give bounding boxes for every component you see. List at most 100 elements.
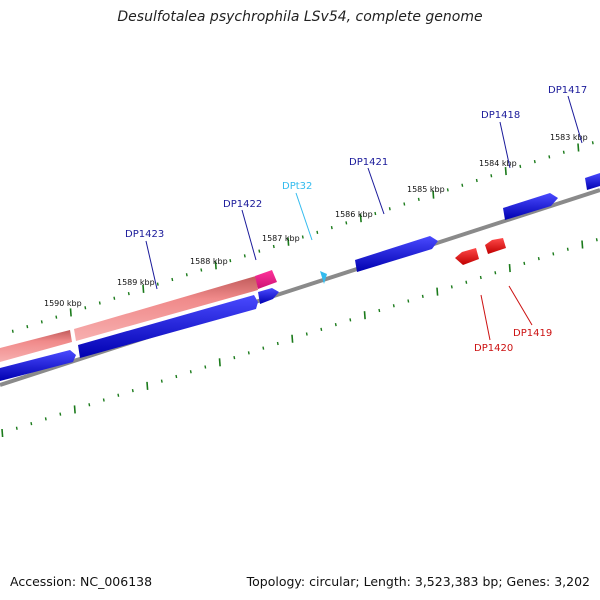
- major-tick: [287, 237, 290, 246]
- minor-tick: [156, 282, 159, 286]
- minor-tick: [98, 301, 101, 305]
- gene-arrow: [485, 238, 506, 254]
- leader-line: [508, 285, 533, 326]
- minor-tick: [276, 341, 279, 346]
- minor-tick: [160, 379, 163, 383]
- scale-ticks-upper: [11, 141, 594, 333]
- major-tick: [359, 214, 362, 223]
- minor-tick: [320, 327, 323, 331]
- scale-labels: 1590 kbp 1589 kbp 1588 kbp 1587 kbp 1586…: [44, 133, 588, 308]
- minor-tick: [84, 306, 87, 310]
- minor-tick: [15, 426, 18, 430]
- minor-tick: [26, 324, 29, 329]
- gene-label-dp1422: DP1422: [223, 199, 262, 210]
- minor-tick: [88, 403, 91, 407]
- gene-label-dp1420: DP1420: [474, 343, 513, 354]
- leader-line: [145, 240, 158, 290]
- scale-label: 1583 kbp: [550, 133, 588, 142]
- rrna-arrow-head: [255, 270, 277, 289]
- minor-tick: [243, 254, 246, 258]
- minor-tick: [127, 291, 130, 296]
- minor-tick: [465, 280, 468, 284]
- rrna-band-left: [0, 330, 72, 362]
- major-tick: [581, 240, 584, 249]
- scale-label: 1587 kbp: [262, 234, 300, 243]
- minor-tick: [461, 183, 464, 187]
- minor-tick: [189, 370, 192, 374]
- minor-tick: [40, 320, 43, 324]
- minor-tick: [548, 155, 551, 159]
- forward-genes-lower-row: [0, 288, 279, 381]
- minor-tick: [450, 285, 453, 289]
- minor-tick: [55, 315, 58, 319]
- minor-tick: [334, 322, 337, 327]
- minor-tick: [258, 249, 261, 253]
- major-tick: [363, 311, 366, 320]
- gene-labels: DP1423 DP1422 DPt32 DP1421 DP1418 DP1417…: [125, 85, 587, 354]
- leader-line: [295, 192, 313, 241]
- gene-arrow: [258, 288, 279, 304]
- minor-tick: [117, 393, 120, 397]
- map-title: Desulfotalea psychrophila LSv54, complet…: [117, 9, 483, 25]
- major-tick: [291, 334, 294, 343]
- minor-tick: [229, 258, 232, 263]
- gene-label-dp1418: DP1418: [481, 110, 520, 121]
- minor-tick: [537, 257, 540, 261]
- minor-tick: [345, 221, 348, 225]
- minor-tick: [11, 329, 14, 333]
- minor-tick: [519, 164, 522, 168]
- major-tick: [146, 381, 149, 390]
- minor-tick: [349, 318, 352, 322]
- minor-tick: [566, 247, 569, 251]
- minor-tick: [562, 150, 565, 154]
- major-tick: [504, 167, 507, 176]
- minor-tick: [233, 355, 236, 360]
- leader-line: [499, 121, 511, 169]
- gene-label-dpt32: DPt32: [282, 181, 312, 192]
- gene-arrow: [78, 295, 258, 358]
- minor-tick: [490, 174, 493, 178]
- major-tick: [142, 284, 145, 293]
- leader-line: [367, 167, 385, 215]
- minor-tick: [388, 207, 391, 211]
- reverse-genes: [455, 238, 506, 265]
- minor-tick: [591, 141, 594, 145]
- gene-label-dp1423: DP1423: [125, 229, 164, 240]
- minor-tick: [113, 296, 116, 300]
- minor-tick: [30, 421, 33, 426]
- minor-tick: [305, 332, 308, 336]
- minor-tick: [185, 273, 188, 277]
- major-tick: [218, 358, 221, 367]
- minor-tick: [595, 238, 598, 242]
- major-tick: [436, 287, 439, 296]
- minor-tick: [407, 299, 410, 303]
- minor-tick: [200, 268, 203, 272]
- genome-backbone: [0, 188, 600, 387]
- rrna-band-main: [74, 276, 258, 341]
- scale-label: 1585 kbp: [407, 185, 445, 194]
- gene-arrow: [0, 350, 76, 381]
- gene-arrow: [585, 173, 600, 190]
- minor-tick: [479, 275, 482, 280]
- major-tick: [432, 190, 435, 199]
- scale-label: 1584 kbp: [479, 159, 517, 168]
- minor-tick: [262, 346, 265, 350]
- minor-tick: [330, 225, 333, 230]
- genome-summary: Topology: circular; Length: 3,523,383 bp…: [246, 574, 590, 589]
- scale-label: 1588 kbp: [190, 257, 228, 266]
- major-tick: [1, 428, 4, 438]
- minor-tick: [204, 365, 207, 369]
- gene-arrow: [503, 193, 558, 220]
- minor-tick: [494, 271, 497, 275]
- minor-tick: [131, 388, 134, 393]
- minor-tick: [316, 230, 319, 234]
- minor-tick: [102, 398, 105, 402]
- minor-tick: [392, 304, 395, 308]
- minor-tick: [175, 374, 178, 379]
- minor-tick: [171, 277, 174, 282]
- rrna-feature: [0, 270, 277, 362]
- minor-tick: [403, 202, 406, 206]
- leader-line: [241, 209, 257, 261]
- accession-label: Accession: NC_006138: [10, 574, 153, 589]
